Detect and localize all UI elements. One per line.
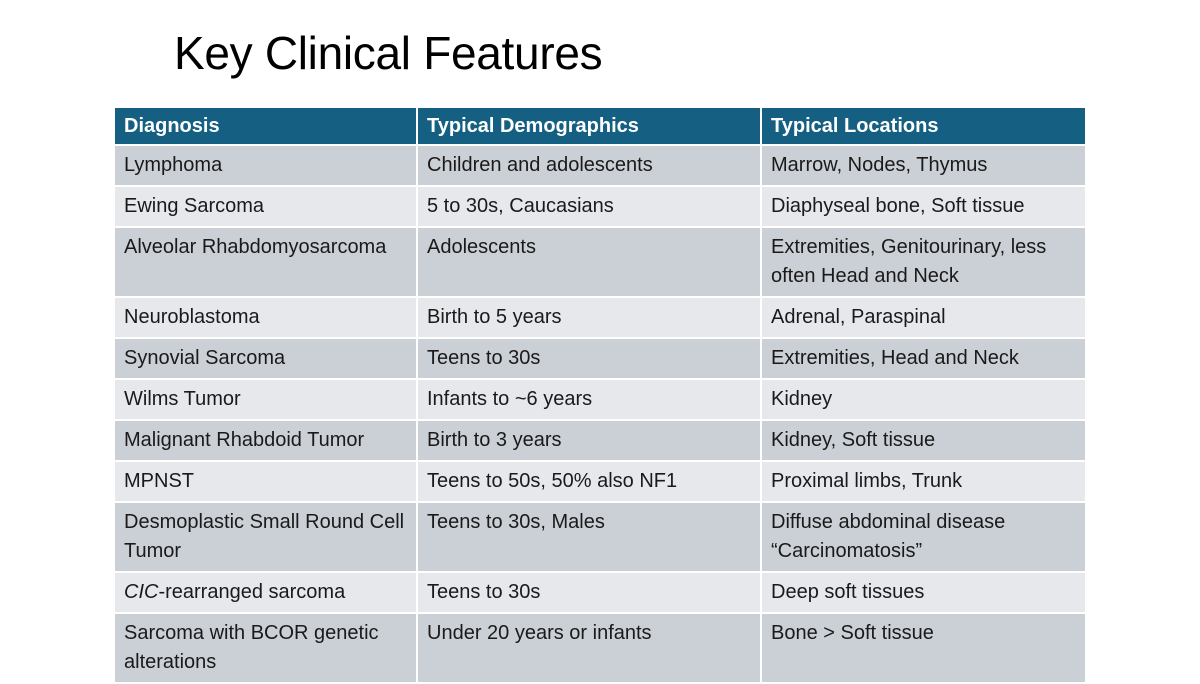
- table-row: Ewing Sarcoma 5 to 30s, Caucasians Diaph…: [115, 186, 1085, 228]
- clinical-features-table: Diagnosis Typical Demographics Typical L…: [115, 108, 1085, 684]
- cell-demographics: Under 20 years or infants: [417, 613, 762, 684]
- cell-demographics: Adolescents: [417, 227, 762, 298]
- cell-demographics: 5 to 30s, Caucasians: [417, 186, 762, 228]
- cell-demographics: Birth to 3 years: [417, 420, 762, 462]
- cell-demographics: Children and adolescents: [417, 145, 762, 187]
- cell-demographics: Teens to 30s, Males: [417, 502, 762, 573]
- cell-diagnosis: Neuroblastoma: [115, 297, 418, 339]
- cell-locations: Extremities, Genitourinary, less often H…: [761, 227, 1085, 298]
- header-typical-locations: Typical Locations: [761, 108, 1085, 146]
- cell-diagnosis: Malignant Rhabdoid Tumor: [115, 420, 418, 462]
- cell-locations: Marrow, Nodes, Thymus: [761, 145, 1085, 187]
- table-row: MPNST Teens to 50s, 50% also NF1 Proxima…: [115, 461, 1085, 503]
- cell-diagnosis: Alveolar Rhabdomyosarcoma: [115, 227, 418, 298]
- table-row: Wilms Tumor Infants to ~6 years Kidney: [115, 379, 1085, 421]
- table-row: Lymphoma Children and adolescents Marrow…: [115, 145, 1085, 187]
- slide-title: Key Clinical Features: [174, 27, 603, 79]
- header-diagnosis: Diagnosis: [115, 108, 418, 146]
- cell-demographics: Infants to ~6 years: [417, 379, 762, 421]
- table-row: CIC-rearranged sarcoma Teens to 30s Deep…: [115, 572, 1085, 614]
- table-row: Alveolar Rhabdomyosarcoma Adolescents Ex…: [115, 227, 1085, 298]
- table-row: Synovial Sarcoma Teens to 30s Extremitie…: [115, 338, 1085, 380]
- table-row: Desmoplastic Small Round Cell Tumor Teen…: [115, 502, 1085, 573]
- cell-locations: Bone > Soft tissue: [761, 613, 1085, 684]
- header-typical-demographics: Typical Demographics: [417, 108, 762, 146]
- cell-locations: Diffuse abdominal disease “Carcinomatosi…: [761, 502, 1085, 573]
- cell-diagnosis: CIC-rearranged sarcoma: [115, 572, 418, 614]
- table-row: Malignant Rhabdoid Tumor Birth to 3 year…: [115, 420, 1085, 462]
- cell-locations: Adrenal, Paraspinal: [761, 297, 1085, 339]
- cell-demographics: Teens to 50s, 50% also NF1: [417, 461, 762, 503]
- cell-diagnosis-rest: -rearranged sarcoma: [158, 581, 346, 603]
- cell-diagnosis-italic: CIC: [124, 581, 159, 603]
- cell-locations: Diaphyseal bone, Soft tissue: [761, 186, 1085, 228]
- cell-diagnosis: Sarcoma with BCOR genetic alterations: [115, 613, 418, 684]
- cell-locations: Kidney: [761, 379, 1085, 421]
- cell-diagnosis: Wilms Tumor: [115, 379, 418, 421]
- cell-locations: Kidney, Soft tissue: [761, 420, 1085, 462]
- cell-demographics: Teens to 30s: [417, 572, 762, 614]
- cell-locations: Proximal limbs, Trunk: [761, 461, 1085, 503]
- table-row: Neuroblastoma Birth to 5 years Adrenal, …: [115, 297, 1085, 339]
- table-header-row: Diagnosis Typical Demographics Typical L…: [115, 108, 1085, 146]
- cell-locations: Deep soft tissues: [761, 572, 1085, 614]
- cell-demographics: Birth to 5 years: [417, 297, 762, 339]
- cell-diagnosis: Desmoplastic Small Round Cell Tumor: [115, 502, 418, 573]
- table-row: Sarcoma with BCOR genetic alterations Un…: [115, 613, 1085, 684]
- cell-demographics: Teens to 30s: [417, 338, 762, 380]
- cell-diagnosis: Ewing Sarcoma: [115, 186, 418, 228]
- cell-diagnosis: MPNST: [115, 461, 418, 503]
- cell-diagnosis: Synovial Sarcoma: [115, 338, 418, 380]
- clinical-features-table-container: Diagnosis Typical Demographics Typical L…: [115, 108, 1085, 684]
- cell-locations: Extremities, Head and Neck: [761, 338, 1085, 380]
- cell-diagnosis: Lymphoma: [115, 145, 418, 187]
